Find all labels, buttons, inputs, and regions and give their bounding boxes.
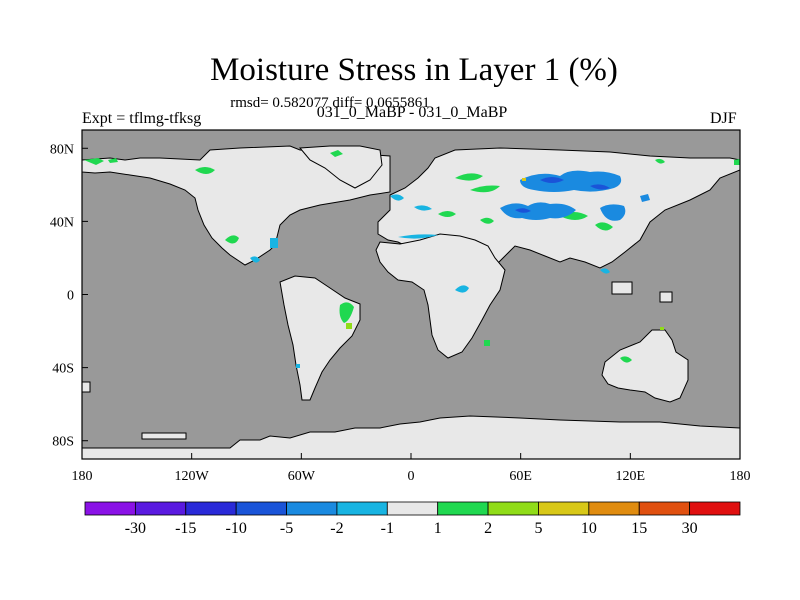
y-tick-label: 40S xyxy=(52,362,74,377)
colorbar-bin xyxy=(588,501,640,516)
land-island xyxy=(141,432,187,440)
anomaly-patch xyxy=(640,194,650,202)
anomaly-patch xyxy=(195,167,215,174)
y-tick-label: 0 xyxy=(67,289,74,304)
anomaly-patch xyxy=(515,208,531,213)
colorbar-label: -10 xyxy=(225,520,246,537)
axis-ticks: 180 120W 60W 0 60E 120E 180 80N 40N 0 40S 80S xyxy=(50,142,751,484)
colorbar-label: 5 xyxy=(534,520,542,537)
colorbar-bin xyxy=(84,501,136,516)
season-label: DJF xyxy=(710,110,737,127)
anomaly-patch xyxy=(734,159,740,165)
anomaly-patch xyxy=(438,211,456,217)
x-tick-label: 120W xyxy=(175,469,210,484)
colorbar-bin xyxy=(286,501,338,516)
anomaly-patch xyxy=(108,158,118,163)
colorbar-label: 1 xyxy=(434,520,442,537)
anomaly-patch xyxy=(455,285,469,293)
colorbar-bin xyxy=(638,501,691,516)
land-island xyxy=(659,291,673,303)
colorbar-bin xyxy=(386,501,439,516)
anomaly-patch xyxy=(522,178,526,181)
anomaly-patch xyxy=(296,364,300,368)
anomaly-patch xyxy=(620,356,632,363)
x-tick-label: 60W xyxy=(288,469,316,484)
anomaly-patch xyxy=(655,158,665,164)
x-tick-label: 0 xyxy=(408,469,415,484)
x-tick-label: 60E xyxy=(509,469,532,484)
land-island xyxy=(611,281,633,295)
colorbar-label: -30 xyxy=(125,520,146,537)
y-tick-label: 80S xyxy=(52,435,74,450)
colorbar-bin xyxy=(487,501,539,516)
colorbar-label: -5 xyxy=(280,520,293,537)
anomaly-patch xyxy=(390,194,404,201)
map-content xyxy=(82,145,740,459)
colorbar-label: -2 xyxy=(330,520,343,537)
anomaly-patch xyxy=(600,204,626,221)
colorbar-bin xyxy=(185,501,237,516)
anomaly-patch xyxy=(600,268,610,274)
y-tick-label: 40N xyxy=(50,215,74,230)
land-australia xyxy=(601,329,689,403)
y-tick-label: 80N xyxy=(50,142,74,157)
land-north-america xyxy=(82,145,391,266)
anomaly-patch xyxy=(398,234,438,239)
plot-title: Moisture Stress in Layer 1 (%) xyxy=(210,52,618,88)
anomaly-patch xyxy=(250,256,260,263)
anomaly-patch xyxy=(84,158,104,165)
colorbar-bin xyxy=(538,501,590,516)
colorbar-label: 2 xyxy=(484,520,492,537)
colorbar-label: 30 xyxy=(682,520,698,537)
anomaly-patch xyxy=(540,177,564,183)
colorbar-bin xyxy=(437,501,489,516)
stats-label: rmsd= 0.582077 diff= 0.0655861 xyxy=(230,95,430,111)
anomaly-patch xyxy=(346,323,352,329)
x-tick-label: 180 xyxy=(72,469,93,484)
anomaly-patch xyxy=(339,302,354,323)
anomaly-patch xyxy=(660,327,664,330)
colorbar-label: 15 xyxy=(631,520,647,537)
anomaly-patch xyxy=(225,235,239,244)
colorbar-label: 10 xyxy=(581,520,597,537)
anomaly-patch xyxy=(455,173,483,181)
anomaly-patches xyxy=(84,150,740,368)
land-island xyxy=(82,381,91,393)
colorbar-label: -15 xyxy=(175,520,196,537)
anomaly-patch xyxy=(414,205,432,211)
anomaly-patch xyxy=(484,340,490,346)
colorbar-bin xyxy=(134,501,187,516)
anomaly-patch xyxy=(270,238,278,248)
anomaly-patch xyxy=(480,217,494,224)
anomaly-patch xyxy=(500,202,576,220)
colorbar: -30 -15 -10 -5 -2 -1 1 2 5 10 15 30 xyxy=(84,501,741,537)
experiment-label: Expt = tflmg-tfksg xyxy=(82,110,202,127)
landmasses xyxy=(82,145,740,459)
colorbar-bin xyxy=(235,501,287,516)
anomaly-patch xyxy=(595,222,613,231)
colorbar-bin xyxy=(336,501,388,516)
land-greenland xyxy=(298,145,383,189)
colorbar-label: -1 xyxy=(381,520,394,537)
land-africa xyxy=(375,233,506,359)
x-tick-label: 180 xyxy=(730,469,751,484)
anomaly-patch xyxy=(330,150,343,157)
land-antarctica xyxy=(82,415,740,459)
anomaly-patch xyxy=(470,185,500,193)
cases-label: 031_0_MaBP - 031_0_MaBP xyxy=(316,104,508,121)
anomaly-patch xyxy=(590,184,610,190)
x-tick-label: 120E xyxy=(616,469,646,484)
colorbar-bin xyxy=(689,501,741,516)
